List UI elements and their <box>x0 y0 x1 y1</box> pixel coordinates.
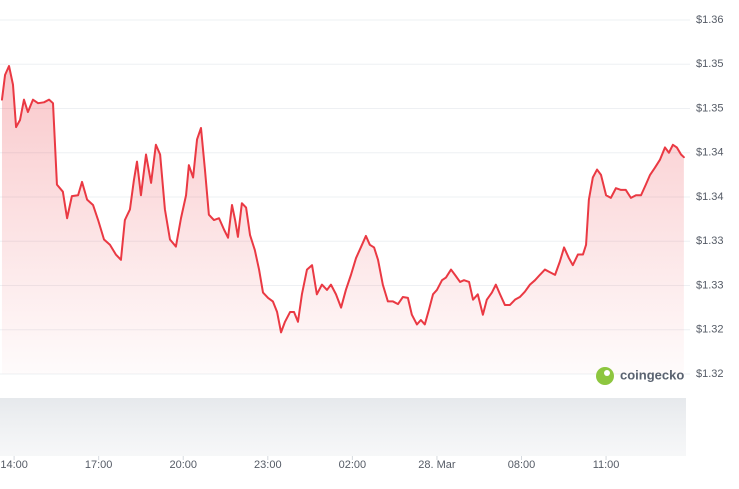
x-tick-label: 08:00 <box>508 459 536 471</box>
y-tick-label: $1.32 <box>696 324 724 336</box>
y-tick-label: $1.33 <box>696 279 724 291</box>
y-tick-label: $1.34 <box>696 147 724 159</box>
x-tick-label: 23:00 <box>254 459 282 471</box>
x-tick-label: 11:00 <box>593 459 620 471</box>
plot <box>0 65 685 375</box>
watermark-text: coingecko <box>620 367 684 382</box>
watermark: coingecko <box>596 367 684 385</box>
watermark-logo-eye <box>604 370 610 376</box>
x-tick-label: 02:00 <box>339 459 367 471</box>
y-tick-label: $1.33 <box>696 235 724 247</box>
area <box>1 66 684 375</box>
y-tick-label: $1.32 <box>696 368 724 380</box>
volume-band <box>0 398 686 456</box>
y-tick-label: $1.36 <box>696 14 724 26</box>
watermark-logo <box>596 367 614 385</box>
y-tick-label: $1.35 <box>696 102 724 114</box>
price-line <box>0 65 685 334</box>
x-tick-label: 20:00 <box>169 459 197 471</box>
x-tick-label: 17:00 <box>85 459 113 471</box>
y-tick-label: $1.34 <box>696 191 724 203</box>
x-tick-label: 28. Mar <box>418 459 456 471</box>
axes: $1.36 $1.35 $1.35 $1.34 $1.34 $1.33 $1.33 $1.32… <box>0 14 723 471</box>
y-tick-label: $1.35 <box>696 58 724 70</box>
x-tick-label: 14:00 <box>0 459 28 471</box>
